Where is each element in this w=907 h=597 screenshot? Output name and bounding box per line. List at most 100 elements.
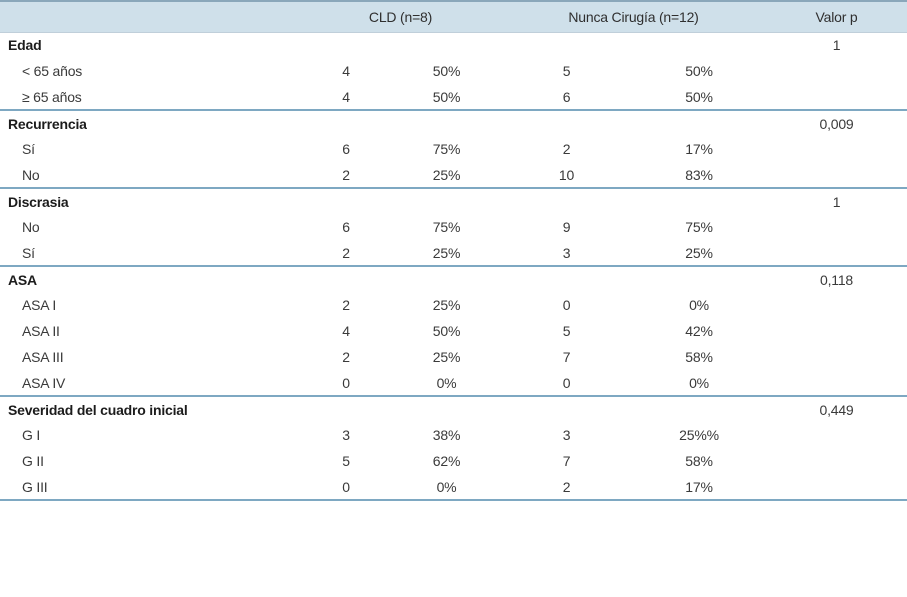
data-row: No 6 75% 9 75% bbox=[0, 214, 907, 240]
data-row: ASA I 2 25% 0 0% bbox=[0, 292, 907, 318]
nunca-count: 6 bbox=[562, 88, 571, 105]
comparison-table-container: CLD (n=8) Nunca Cirugía (n=12) Valor p E… bbox=[0, 1, 907, 500]
header-cld: CLD (n=8) bbox=[368, 8, 433, 25]
data-row: No 2 25% 10 83% bbox=[0, 162, 907, 188]
nunca-count: 10 bbox=[558, 166, 575, 183]
row-label: G III bbox=[22, 478, 48, 495]
section-row-edad: Edad 1 bbox=[0, 32, 907, 58]
p-value: 1 bbox=[832, 37, 841, 54]
cld-percent: 75% bbox=[432, 219, 461, 235]
data-row: Sí 2 25% 3 25% bbox=[0, 240, 907, 266]
cld-percent: 50% bbox=[432, 63, 461, 79]
p-value: 0,118 bbox=[820, 271, 854, 288]
row-label: ASA II bbox=[22, 323, 60, 339]
data-row: G II 5 62% 7 58% bbox=[0, 448, 907, 474]
header-valor-p: Valor p bbox=[815, 8, 858, 25]
nunca-count: 5 bbox=[562, 63, 571, 79]
nunca-percent: 50% bbox=[685, 63, 713, 79]
nunca-percent: 83% bbox=[685, 166, 713, 183]
section-row-severidad: Severidad del cuadro inicial 0,449 bbox=[0, 396, 907, 422]
row-label: ≥ 65 años bbox=[22, 88, 82, 105]
cld-percent: 0% bbox=[436, 374, 457, 391]
header-nunca-cirugia: Nunca Cirugía (n=12) bbox=[568, 8, 699, 25]
section-label: ASA bbox=[8, 271, 37, 288]
row-label: Sí bbox=[22, 244, 35, 261]
data-row: ASA IV 0 0% 0 0% bbox=[0, 370, 907, 396]
cld-count: 3 bbox=[342, 427, 350, 443]
cld-count: 2 bbox=[342, 166, 350, 183]
row-label: < 65 años bbox=[22, 63, 83, 79]
section-row-asa: ASA 0,118 bbox=[0, 266, 907, 292]
p-value-empty bbox=[766, 344, 907, 370]
section-label: Recurrencia bbox=[8, 115, 87, 132]
cld-percent: 38% bbox=[432, 427, 461, 443]
p-value-empty bbox=[766, 422, 907, 448]
p-value-empty bbox=[766, 162, 907, 188]
nunca-percent: 25% bbox=[685, 244, 713, 261]
cld-count: 4 bbox=[342, 88, 350, 105]
cld-count: 0 bbox=[342, 478, 350, 495]
p-value-empty bbox=[766, 214, 907, 240]
nunca-count: 3 bbox=[562, 244, 571, 261]
data-row: G III 0 0% 2 17% bbox=[0, 474, 907, 500]
data-row: ASA II 4 50% 5 42% bbox=[0, 318, 907, 344]
data-row: ASA III 2 25% 7 58% bbox=[0, 344, 907, 370]
nunca-count: 7 bbox=[562, 349, 571, 365]
data-row: ≥ 65 años 4 50% 6 50% bbox=[0, 84, 907, 110]
cld-count: 0 bbox=[342, 374, 350, 391]
p-value-empty bbox=[766, 292, 907, 318]
nunca-percent: 0% bbox=[689, 297, 709, 313]
p-value-empty bbox=[766, 240, 907, 266]
data-row: Sí 6 75% 2 17% bbox=[0, 136, 907, 162]
nunca-percent: 25%% bbox=[679, 427, 719, 443]
nunca-percent: 17% bbox=[685, 478, 713, 495]
cld-percent: 25% bbox=[432, 166, 461, 183]
section-row-discrasia: Discrasia 1 bbox=[0, 188, 907, 214]
nunca-count: 2 bbox=[562, 478, 571, 495]
cld-percent: 0% bbox=[436, 478, 457, 495]
nunca-count: 0 bbox=[562, 297, 571, 313]
cld-percent: 50% bbox=[432, 88, 461, 105]
nunca-percent: 75% bbox=[685, 219, 713, 235]
row-label: G II bbox=[22, 453, 44, 469]
nunca-count: 7 bbox=[562, 453, 571, 469]
nunca-percent: 0% bbox=[689, 374, 709, 391]
header-row: CLD (n=8) Nunca Cirugía (n=12) Valor p bbox=[0, 1, 907, 32]
nunca-percent: 50% bbox=[685, 88, 713, 105]
nunca-percent: 17% bbox=[685, 141, 713, 157]
nunca-count: 0 bbox=[562, 374, 571, 391]
section-label: Discrasia bbox=[8, 193, 69, 210]
nunca-count: 2 bbox=[562, 141, 571, 157]
p-value-empty bbox=[766, 370, 907, 396]
nunca-percent: 42% bbox=[685, 323, 713, 339]
section-label: Edad bbox=[8, 37, 42, 54]
section-row-recurrencia: Recurrencia 0,009 bbox=[0, 110, 907, 136]
p-value-empty bbox=[766, 448, 907, 474]
data-row: < 65 años 4 50% 5 50% bbox=[0, 58, 907, 84]
cld-percent: 25% bbox=[432, 244, 461, 261]
p-value-empty bbox=[766, 474, 907, 500]
data-row: G I 3 38% 3 25%% bbox=[0, 422, 907, 448]
p-value-empty bbox=[766, 84, 907, 110]
cld-count: 2 bbox=[342, 244, 350, 261]
cld-count: 6 bbox=[342, 219, 350, 235]
cld-percent: 25% bbox=[432, 297, 461, 313]
cld-count: 2 bbox=[342, 349, 350, 365]
cld-count: 4 bbox=[342, 323, 350, 339]
nunca-count: 9 bbox=[562, 219, 571, 235]
row-label: No bbox=[22, 166, 40, 183]
nunca-count: 5 bbox=[562, 323, 571, 339]
p-value: 0,009 bbox=[819, 115, 854, 132]
nunca-count: 3 bbox=[562, 427, 571, 443]
p-value: 0,449 bbox=[819, 401, 854, 418]
nunca-percent: 58% bbox=[685, 453, 713, 469]
p-value-empty bbox=[766, 136, 907, 162]
nunca-percent: 58% bbox=[685, 349, 713, 365]
cld-count: 6 bbox=[342, 141, 350, 157]
p-value-empty bbox=[766, 58, 907, 84]
row-label: G I bbox=[22, 427, 41, 443]
row-label: ASA III bbox=[22, 349, 64, 365]
cld-percent: 25% bbox=[432, 349, 461, 365]
section-label: Severidad del cuadro inicial bbox=[8, 401, 188, 418]
comparison-table: CLD (n=8) Nunca Cirugía (n=12) Valor p E… bbox=[0, 1, 907, 500]
